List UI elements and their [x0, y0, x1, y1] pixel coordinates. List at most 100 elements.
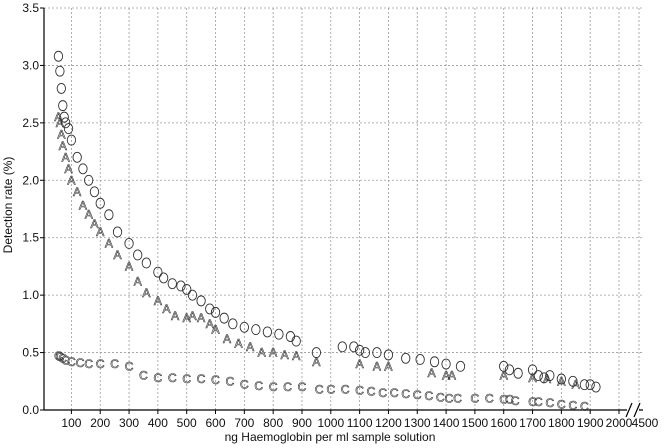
data-point	[262, 326, 273, 338]
data-point	[56, 82, 66, 94]
data-point	[63, 123, 74, 135]
data-point: C	[534, 395, 543, 409]
x-tick-label: 1600	[490, 416, 517, 430]
data-point: A	[235, 336, 243, 350]
x-tick-label: 800	[263, 416, 283, 430]
data-point	[499, 360, 509, 372]
data-point: A	[572, 378, 580, 392]
y-tick-label: 2.0	[22, 173, 39, 187]
x-tick-label: 100	[61, 416, 81, 430]
data-point	[95, 197, 105, 209]
x-axis-title: ng Haemoglobin per ml sample solution	[225, 430, 436, 444]
data-point	[59, 111, 69, 123]
data-point	[285, 331, 296, 342]
data-point	[141, 257, 151, 269]
data-point: C	[315, 382, 324, 396]
data-point: A	[171, 309, 179, 323]
data-point: C	[557, 397, 566, 411]
data-point: A	[312, 355, 320, 369]
data-point: C	[499, 393, 508, 407]
data-point	[55, 65, 65, 77]
data-point: C	[67, 355, 76, 369]
data-point	[89, 186, 100, 198]
axis-break-mark	[625, 402, 633, 418]
data-point	[533, 370, 543, 381]
data-point	[441, 358, 451, 370]
data-point: A	[281, 348, 289, 362]
data-point: C	[240, 378, 249, 392]
x-tick-label: 1700	[519, 416, 546, 430]
data-point	[187, 289, 198, 301]
data-point: A	[428, 366, 436, 380]
data-point: C	[390, 386, 399, 400]
data-point	[274, 328, 284, 340]
data-point: C	[226, 374, 235, 388]
axes	[40, 7, 643, 418]
data-point: A	[384, 359, 392, 373]
data-point: A	[114, 248, 122, 262]
x-tick-label: 1800	[548, 416, 575, 430]
data-point: C	[505, 393, 514, 407]
x-tick-label: 4500	[632, 416, 659, 430]
data-point: C	[453, 392, 462, 406]
data-point	[556, 373, 567, 385]
data-point: C	[168, 371, 177, 385]
x-tick-label: 500	[177, 416, 197, 430]
x-tick-label: 400	[148, 416, 168, 430]
data-point: C	[139, 369, 148, 383]
data-point	[545, 370, 555, 381]
y-tick-label: 3.0	[22, 58, 39, 72]
data-point	[228, 318, 238, 330]
data-point	[579, 379, 590, 391]
data-point: A	[206, 317, 214, 331]
data-point: C	[471, 392, 480, 406]
data-point: C	[569, 398, 578, 412]
data-point	[251, 324, 261, 336]
x-tick-label: 600	[205, 416, 225, 430]
grid-lines	[44, 7, 643, 410]
data-point: A	[65, 162, 73, 176]
data-point: C	[326, 382, 335, 396]
data-point: A	[142, 286, 150, 300]
data-point: C	[61, 354, 70, 368]
data-point: A	[73, 185, 81, 199]
data-point: A	[212, 323, 220, 337]
data-point: A	[258, 346, 266, 360]
data-point	[513, 367, 523, 379]
data-point: A	[442, 369, 450, 383]
data-point	[568, 375, 578, 387]
data-point: A	[543, 372, 551, 386]
data-point: C	[341, 382, 350, 396]
data-point: C	[56, 350, 65, 364]
data-point	[58, 100, 68, 112]
x-tick-label: 200	[90, 416, 110, 430]
data-point: A	[85, 208, 93, 222]
data-point	[124, 238, 134, 249]
data-point: C	[436, 390, 445, 404]
y-tick-label: 3.5	[22, 1, 39, 15]
x-tick-label: 1300	[404, 416, 431, 430]
data-point: A	[292, 349, 300, 363]
y-tick-label: 1.5	[22, 231, 39, 245]
x-tick-label: 1200	[375, 416, 402, 430]
data-point	[72, 151, 82, 163]
data-point: C	[197, 372, 206, 386]
data-point: C	[110, 357, 119, 371]
x-tick-label: 1900	[577, 416, 604, 430]
data-point	[78, 163, 88, 175]
data-point: C	[154, 371, 163, 385]
data-point	[60, 117, 71, 129]
data-point: A	[57, 127, 65, 141]
data-point: A	[557, 374, 565, 388]
data-point: A	[188, 309, 196, 323]
data-point	[133, 249, 143, 261]
data-point	[455, 360, 466, 372]
data-point: C	[413, 388, 422, 402]
data-point	[527, 364, 538, 376]
y-axis-title: Detection rate (%)	[1, 157, 15, 254]
data-point: A	[62, 150, 70, 164]
data-point: C	[485, 392, 494, 406]
data-point: A	[269, 346, 277, 360]
axis-break-gap	[627, 402, 639, 418]
data-point	[66, 134, 77, 146]
